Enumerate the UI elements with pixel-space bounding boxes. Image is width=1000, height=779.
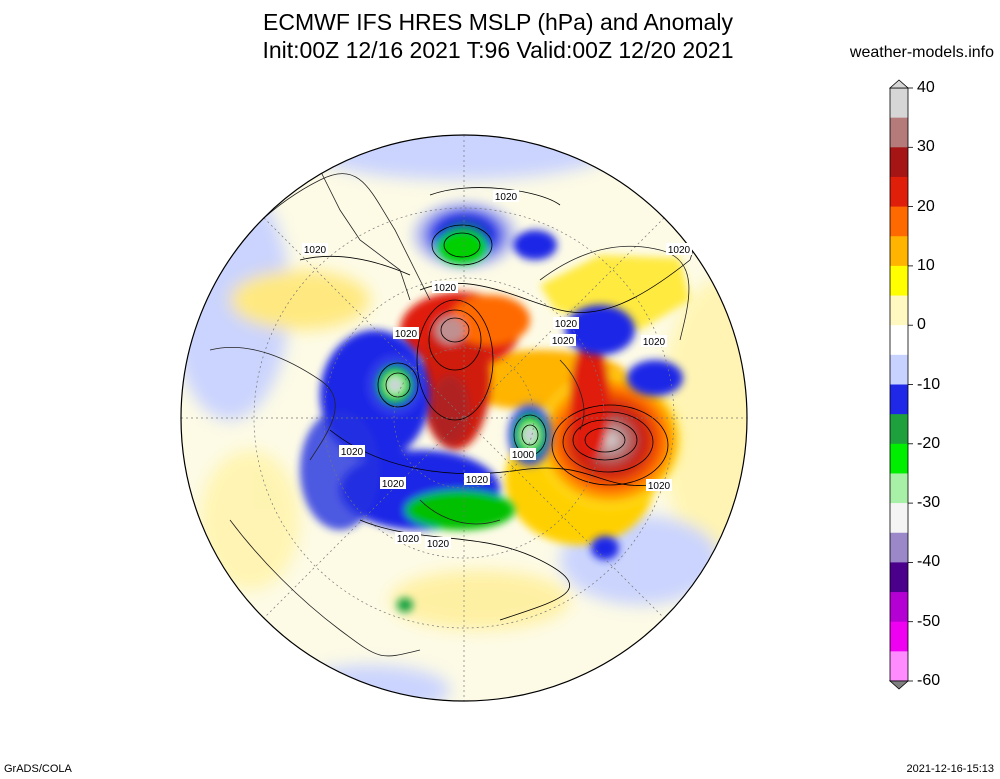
colorbar-segment — [890, 473, 908, 504]
colorbar-arrow-bottom — [888, 680, 910, 690]
isobar-label: 1020 — [641, 335, 667, 348]
colorbar-tick-label: -60 — [917, 672, 941, 689]
isobar-label: 1020 — [425, 537, 451, 550]
colorbar — [888, 79, 913, 690]
footer-timestamp: 2021-12-16-15:13 — [906, 763, 994, 775]
colorbar-tick-label: -20 — [917, 434, 941, 452]
isobar-label: 1020 — [393, 327, 419, 340]
isobar-label: 1020 — [432, 281, 458, 294]
colorbar-tick-label: 30 — [917, 138, 935, 156]
colorbar-segment — [890, 354, 908, 385]
svg-text:1020: 1020 — [427, 539, 450, 550]
colorbar-tick-label: 10 — [917, 256, 935, 274]
site-credit: weather-models.info — [849, 44, 994, 61]
colorbar-segment — [890, 206, 908, 237]
colorbar-segment — [890, 117, 908, 148]
svg-text:1020: 1020 — [434, 283, 457, 294]
colorbar-segment — [890, 592, 908, 623]
footer-software: GrADS/COLA — [4, 763, 72, 775]
svg-text:1020: 1020 — [466, 475, 489, 486]
colorbar-tick-label: -40 — [917, 553, 941, 571]
svg-text:1020: 1020 — [397, 534, 420, 545]
svg-text:1020: 1020 — [495, 192, 518, 203]
colorbar-segment — [890, 325, 908, 356]
isobar-label: 1020 — [666, 243, 692, 256]
colorbar-segment — [890, 295, 908, 326]
colorbar-tick-label: 20 — [917, 197, 935, 215]
colorbar-segment — [890, 443, 908, 474]
colorbar-tick-label: -30 — [917, 494, 941, 512]
chart-subtitle: Init:00Z 12/16 2021 T:96 Valid:00Z 12/20… — [262, 37, 734, 63]
isobar-label: 1020 — [646, 479, 672, 492]
colorbar-arrow-top — [888, 79, 910, 89]
svg-text:1020: 1020 — [552, 336, 575, 347]
colorbar-segment — [890, 236, 908, 267]
isobar-label: 1020 — [339, 445, 365, 458]
isobar-labels: 1020 1020 1020 1020 1020 1020 1020 1020 1020 1020… — [302, 190, 692, 550]
isobar-label: 1020 — [550, 334, 576, 347]
svg-text:1020: 1020 — [304, 245, 327, 256]
colorbar-segment — [890, 562, 908, 593]
svg-text:1020: 1020 — [341, 447, 364, 458]
colorbar-segment — [890, 88, 908, 119]
svg-text:1000: 1000 — [512, 450, 535, 461]
map-boundary — [180, 134, 748, 702]
isobar-label: 1000 — [510, 448, 536, 461]
colorbar-segment — [890, 176, 908, 208]
svg-text:1020: 1020 — [382, 479, 405, 490]
svg-text:1020: 1020 — [668, 245, 691, 256]
graticule — [181, 135, 747, 701]
colorbar-segment — [890, 147, 908, 178]
colorbar-segment — [890, 265, 908, 297]
colorbar-segment — [890, 532, 908, 563]
svg-text:1020: 1020 — [643, 337, 666, 348]
colorbar-tick-label: 40 — [917, 79, 935, 96]
colorbar-tick-label: 0 — [917, 316, 926, 334]
isobar-contours — [299, 187, 691, 621]
map-disk — [181, 135, 747, 701]
svg-text:1020: 1020 — [395, 329, 418, 340]
colorbar-tick-label: -10 — [917, 375, 941, 393]
colorbar-segment — [890, 621, 908, 652]
svg-text:1020: 1020 — [555, 319, 578, 330]
isobar-label: 1020 — [493, 190, 519, 203]
isobar-label: 1020 — [464, 473, 490, 486]
svg-text:1020: 1020 — [648, 481, 671, 492]
colorbar-segment — [890, 503, 908, 534]
colorbar-tick-label: -50 — [917, 612, 941, 630]
colorbar-segment — [890, 414, 908, 445]
colorbar-segment — [890, 384, 908, 415]
isobar-label: 1020 — [302, 243, 328, 256]
isobar-label: 1020 — [380, 477, 406, 490]
isobar-label: 1020 — [553, 317, 579, 330]
colorbar-segment — [890, 651, 908, 682]
chart-title: ECMWF IFS HRES MSLP (hPa) and Anomaly — [263, 9, 733, 35]
isobar-label: 1020 — [395, 532, 421, 545]
